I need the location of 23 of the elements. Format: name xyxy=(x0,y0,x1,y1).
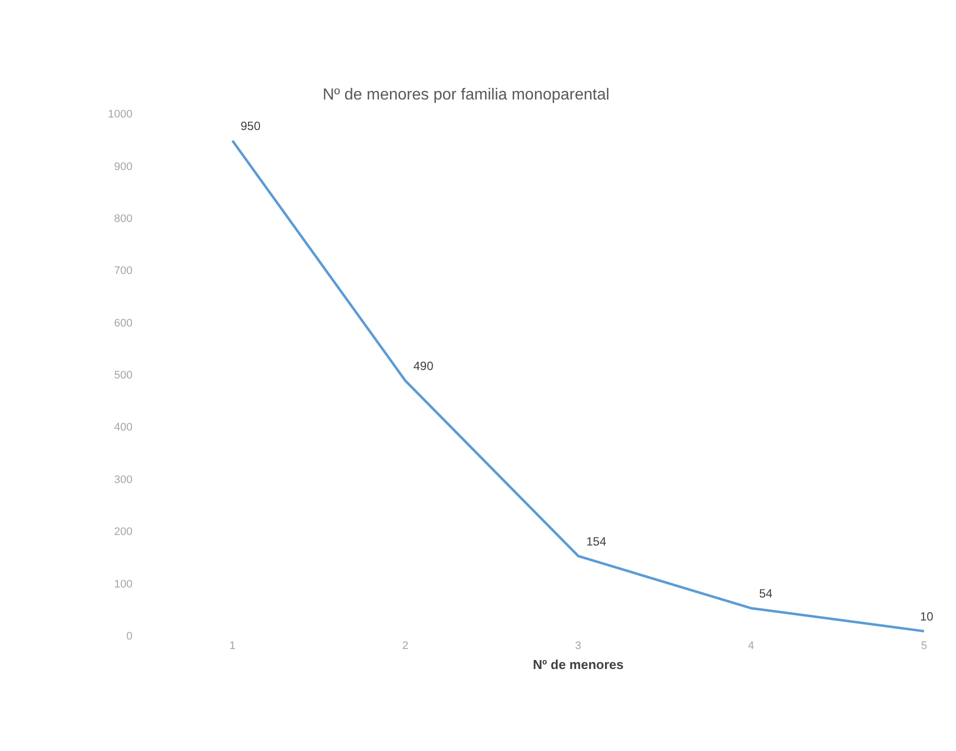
x-tick-label: 4 xyxy=(748,640,754,652)
y-tick-label: 900 xyxy=(114,160,132,173)
x-tick-label: 1 xyxy=(229,640,236,652)
x-axis-title: Nº de menores xyxy=(532,656,624,672)
y-tick-label: 800 xyxy=(114,212,132,225)
data-label: 154 xyxy=(586,534,607,548)
data-label: 10 xyxy=(920,609,934,624)
y-tick-label: 400 xyxy=(114,422,132,434)
y-tick-label: 0 xyxy=(126,630,132,642)
x-tick-label: 3 xyxy=(575,640,582,652)
y-tick-label: 200 xyxy=(114,526,132,538)
data-label: 54 xyxy=(759,586,773,601)
x-tick-label: 2 xyxy=(402,640,408,652)
y-tick-label: 300 xyxy=(114,474,132,486)
y-tick-label: 600 xyxy=(114,317,132,330)
data-label: 490 xyxy=(413,359,434,374)
y-tick-label: 500 xyxy=(114,370,132,382)
chart-title: Nº de menores por familia monoparental xyxy=(322,86,610,104)
x-tick-label: 5 xyxy=(920,640,928,652)
data-label: 950 xyxy=(240,119,261,134)
y-tick-label: 700 xyxy=(114,265,132,278)
y-tick-label: 1000 xyxy=(108,108,132,121)
y-tick-label: 100 xyxy=(114,578,132,590)
